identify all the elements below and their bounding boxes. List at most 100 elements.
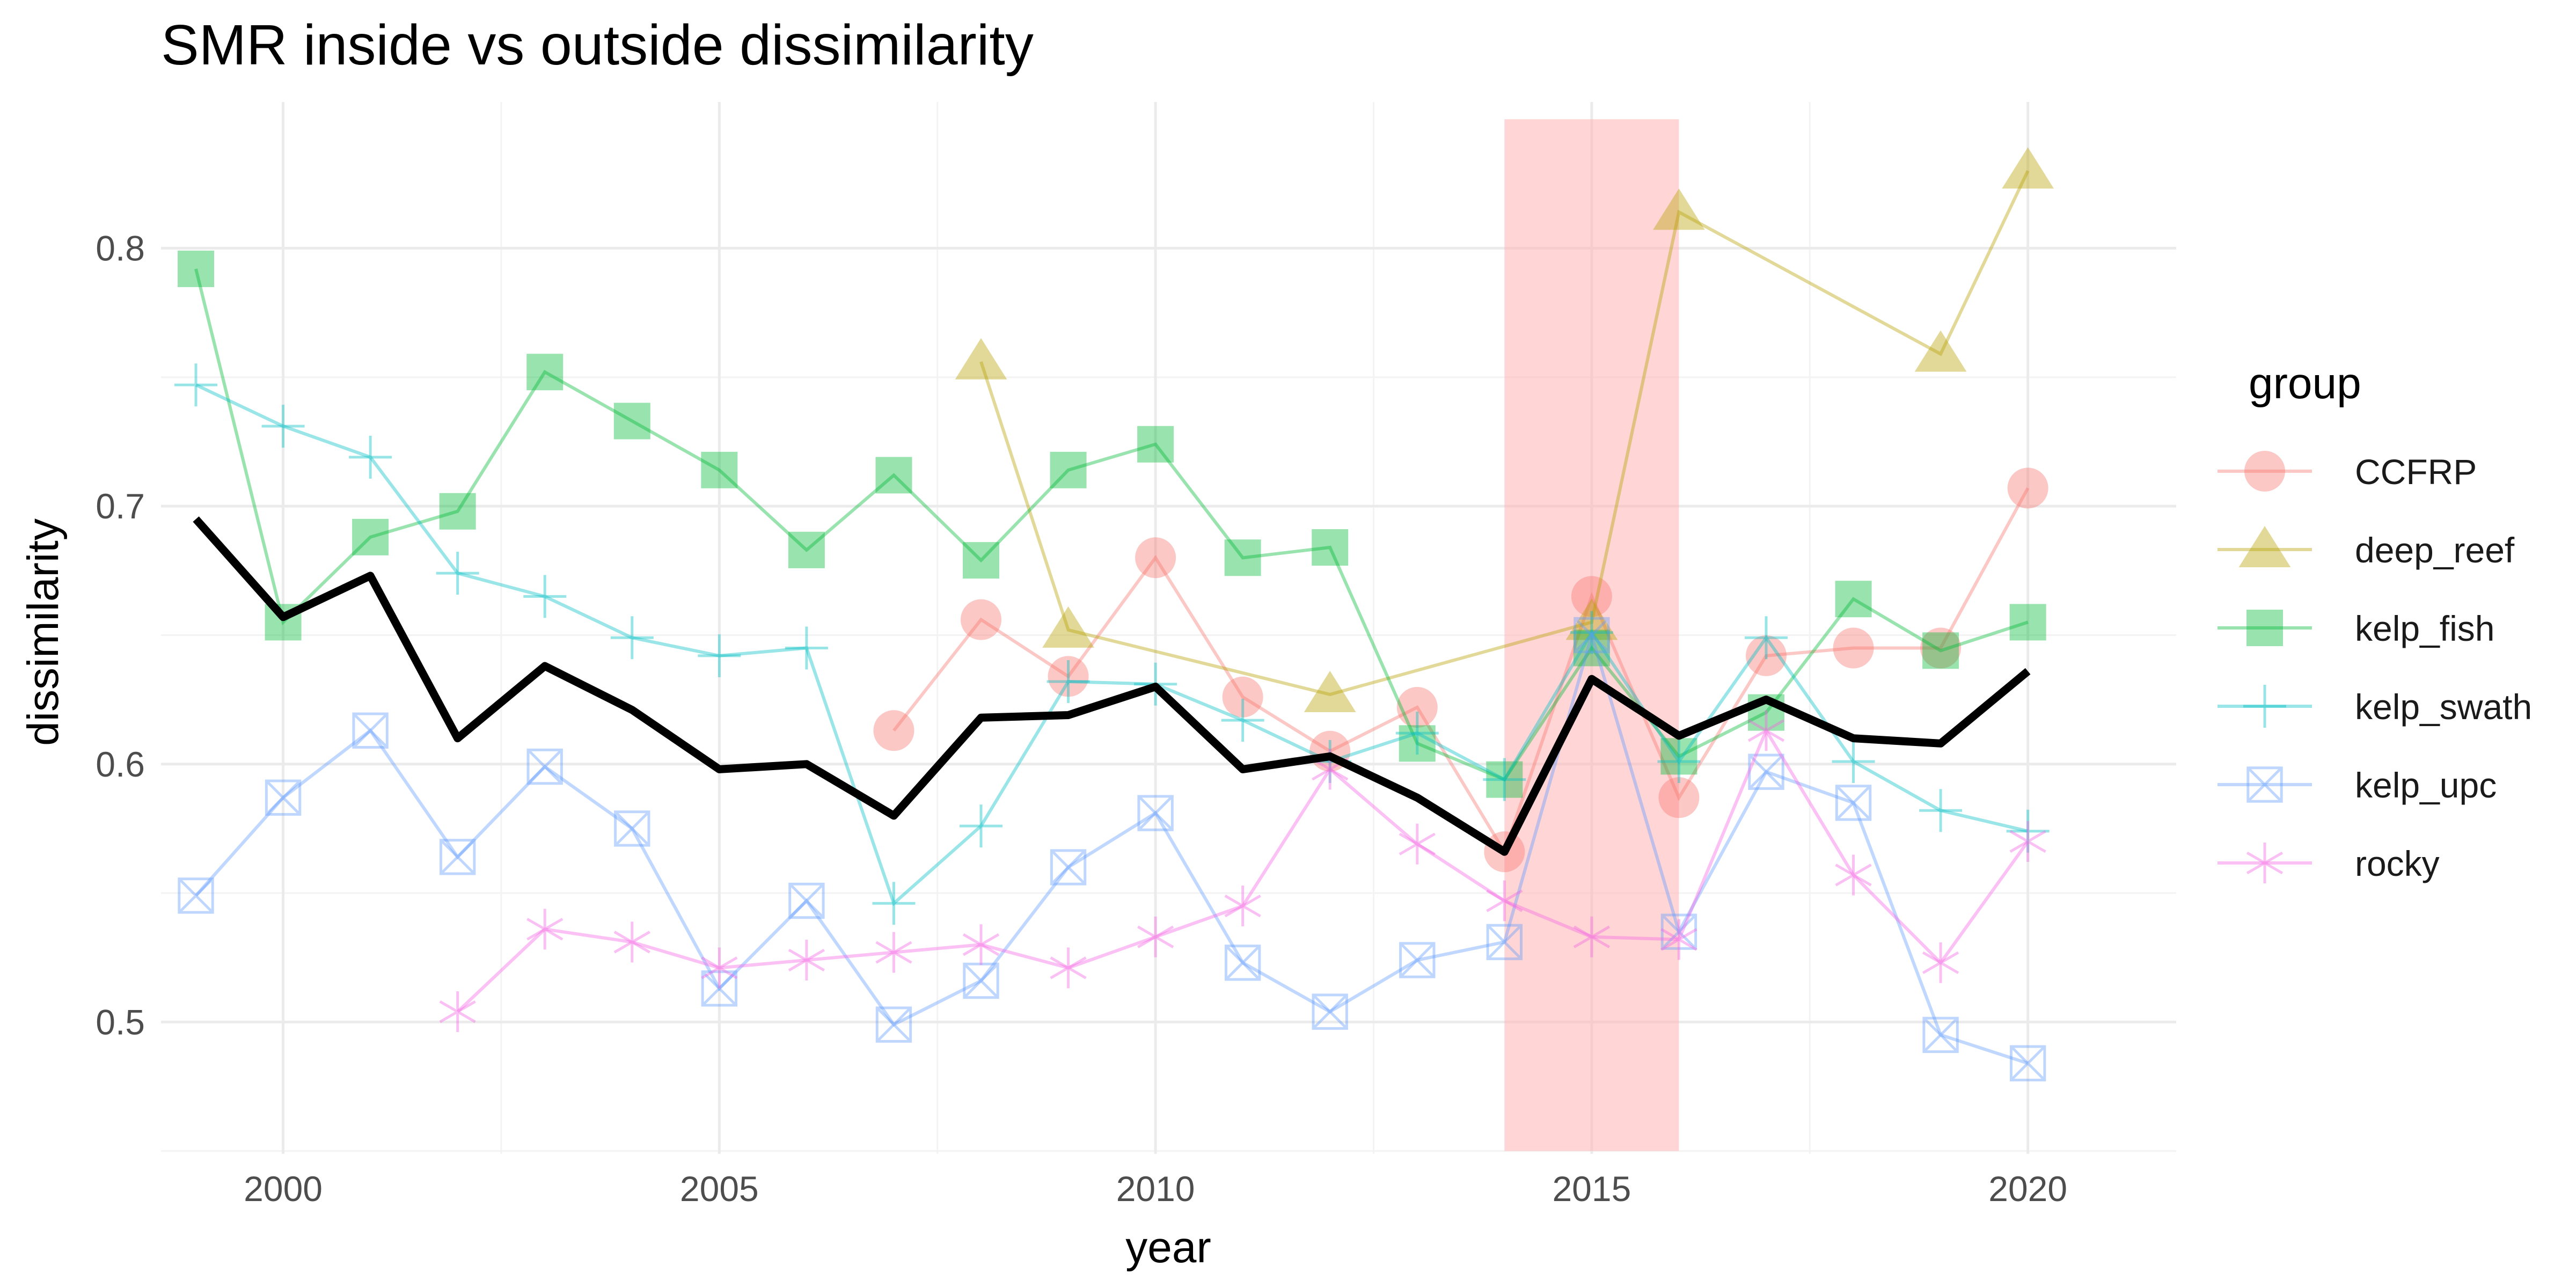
data-point-kelp-fish: [1224, 539, 1261, 576]
data-point-kelp-swath: [698, 634, 741, 677]
data-point-kelp-upc: [1574, 617, 1610, 654]
data-point-deep-reef: [1565, 598, 1618, 640]
data-point-kelp-swath: [1744, 616, 1788, 660]
data-point-kelp-upc: [1660, 913, 1697, 950]
data-point-ccfrp: [1571, 576, 1612, 617]
data-point-rocky: [613, 921, 650, 963]
chart-title: SMR inside vs outside dissimilarity: [161, 13, 1034, 77]
data-point-rocky: [962, 924, 1000, 965]
data-point-ccfrp: [961, 599, 1002, 640]
data-point-rocky: [1660, 919, 1697, 960]
data-point-rocky: [1137, 916, 1174, 957]
legend-item-kelp-swath: kelp_swath: [2218, 685, 2532, 728]
data-point-kelp-upc: [1137, 795, 1174, 831]
data-point-kelp-upc: [1748, 753, 1784, 790]
x-tick-label: 2010: [1116, 1169, 1195, 1209]
x-axis-title: year: [1125, 1223, 1211, 1272]
legend-label: kelp_upc: [2355, 765, 2497, 805]
series-line-ccfrp: [892, 487, 2030, 856]
data-point-ccfrp: [1920, 627, 1962, 669]
data-point-kelp-upc: [875, 1006, 912, 1043]
data-point-rocky: [788, 940, 825, 981]
data-point-kelp-swath: [960, 804, 1003, 848]
data-point-rocky: [875, 932, 912, 973]
data-point-ccfrp: [1222, 676, 1263, 718]
data-point-rocky: [1747, 710, 1785, 751]
data-point-rocky: [1486, 880, 1523, 921]
data-point-kelp-swath: [785, 626, 828, 670]
series-line-kelp-swath: [195, 383, 2029, 906]
legend-item-deep-reef: deep_reef: [2218, 526, 2515, 570]
y-tick-label: 0.8: [96, 229, 145, 268]
data-point-rocky: [1835, 854, 1872, 896]
data-point-kelp-fish: [963, 542, 1000, 579]
data-point-kelp-swath: [1483, 758, 1526, 801]
x-tick-label: 2005: [680, 1169, 759, 1209]
data-point-deep-reef: [1304, 671, 1356, 713]
data-point-kelp-upc: [1486, 924, 1523, 961]
data-point-deep-reef: [1653, 188, 1705, 230]
data-point-kelp-swath: [872, 882, 916, 925]
data-point-rocky: [1399, 823, 1436, 865]
data-point-kelp-upc: [178, 877, 214, 914]
y-tick-label: 0.6: [96, 744, 145, 784]
data-point-rocky: [439, 991, 476, 1033]
data-point-kelp-swath: [1919, 789, 1963, 832]
data-point-kelp-fish: [352, 518, 389, 555]
x-tick-label: 2020: [1988, 1169, 2067, 1209]
legend-item-kelp-upc: kelp_upc: [2218, 765, 2497, 805]
data-point-ccfrp: [2007, 467, 2048, 509]
data-point-kelp-fish: [1050, 451, 1087, 488]
data-point-kelp-upc: [614, 810, 650, 847]
data-point-kelp-fish: [526, 354, 564, 391]
data-point-rocky: [1573, 916, 1611, 957]
data-point-kelp-upc: [352, 712, 389, 749]
data-point-kelp-upc: [1835, 785, 1872, 821]
highlight-period-band: [1504, 119, 1679, 1151]
data-point-kelp-swath: [610, 616, 654, 660]
data-point-kelp-upc: [2009, 1045, 2046, 1081]
data-point-ccfrp: [1658, 777, 1700, 818]
data-point-kelp-fish: [613, 402, 650, 440]
data-point-kelp-swath: [1657, 740, 1701, 783]
data-point-rocky: [1224, 885, 1261, 927]
data-point-deep-reef: [1914, 330, 1967, 372]
data-point-kelp-swath: [1395, 712, 1439, 755]
legend-item-rocky: rocky: [2218, 843, 2440, 883]
data-point-kelp-swath: [1832, 740, 1875, 783]
plot-area: 0.5 0.6 0.7 0.8 2000 2005 2010 2015 2020: [96, 102, 2176, 1209]
data-point-kelp-swath: [523, 575, 567, 618]
data-point-kelp-upc: [1399, 942, 1436, 978]
legend-key-marker: [2246, 843, 2284, 883]
legend-label: kelp_fish: [2355, 609, 2495, 648]
series-line-kelp-fish: [194, 268, 2029, 782]
data-point-kelp-fish: [1486, 761, 1523, 798]
data-point-rocky: [526, 909, 564, 950]
data-point-rocky: [701, 947, 738, 989]
data-point-kelp-fish: [1137, 426, 1174, 463]
data-point-kelp-swath: [349, 435, 392, 479]
mean-dissimilarity-line: [193, 516, 2031, 856]
legend-label: CCFRP: [2355, 452, 2477, 492]
data-point-kelp-fish: [1573, 630, 1610, 667]
y-tick-label: 0.7: [96, 486, 145, 526]
data-point-kelp-upc: [439, 839, 476, 875]
data-point-kelp-upc: [1922, 1016, 1959, 1053]
data-point-deep-reef: [1042, 606, 1094, 648]
data-point-kelp-upc: [1312, 993, 1348, 1030]
data-point-kelp-upc: [963, 962, 999, 999]
data-point-kelp-swath: [436, 552, 479, 595]
legend-key-marker: [2243, 685, 2286, 728]
data-point-kelp-swath: [1046, 660, 1090, 703]
data-point-ccfrp: [1135, 537, 1176, 579]
series-line-kelp-upc: [194, 629, 2029, 1065]
series-line-rocky: [456, 727, 2030, 1013]
legend-label: rocky: [2355, 844, 2440, 883]
data-point-kelp-fish: [1660, 738, 1697, 775]
y-axis-title: dissimilarity: [19, 518, 68, 746]
data-point-kelp-fish: [788, 531, 825, 568]
data-point-deep-reef: [2002, 147, 2054, 189]
data-point-kelp-fish: [178, 250, 215, 287]
data-point-kelp-fish: [1835, 581, 1872, 618]
